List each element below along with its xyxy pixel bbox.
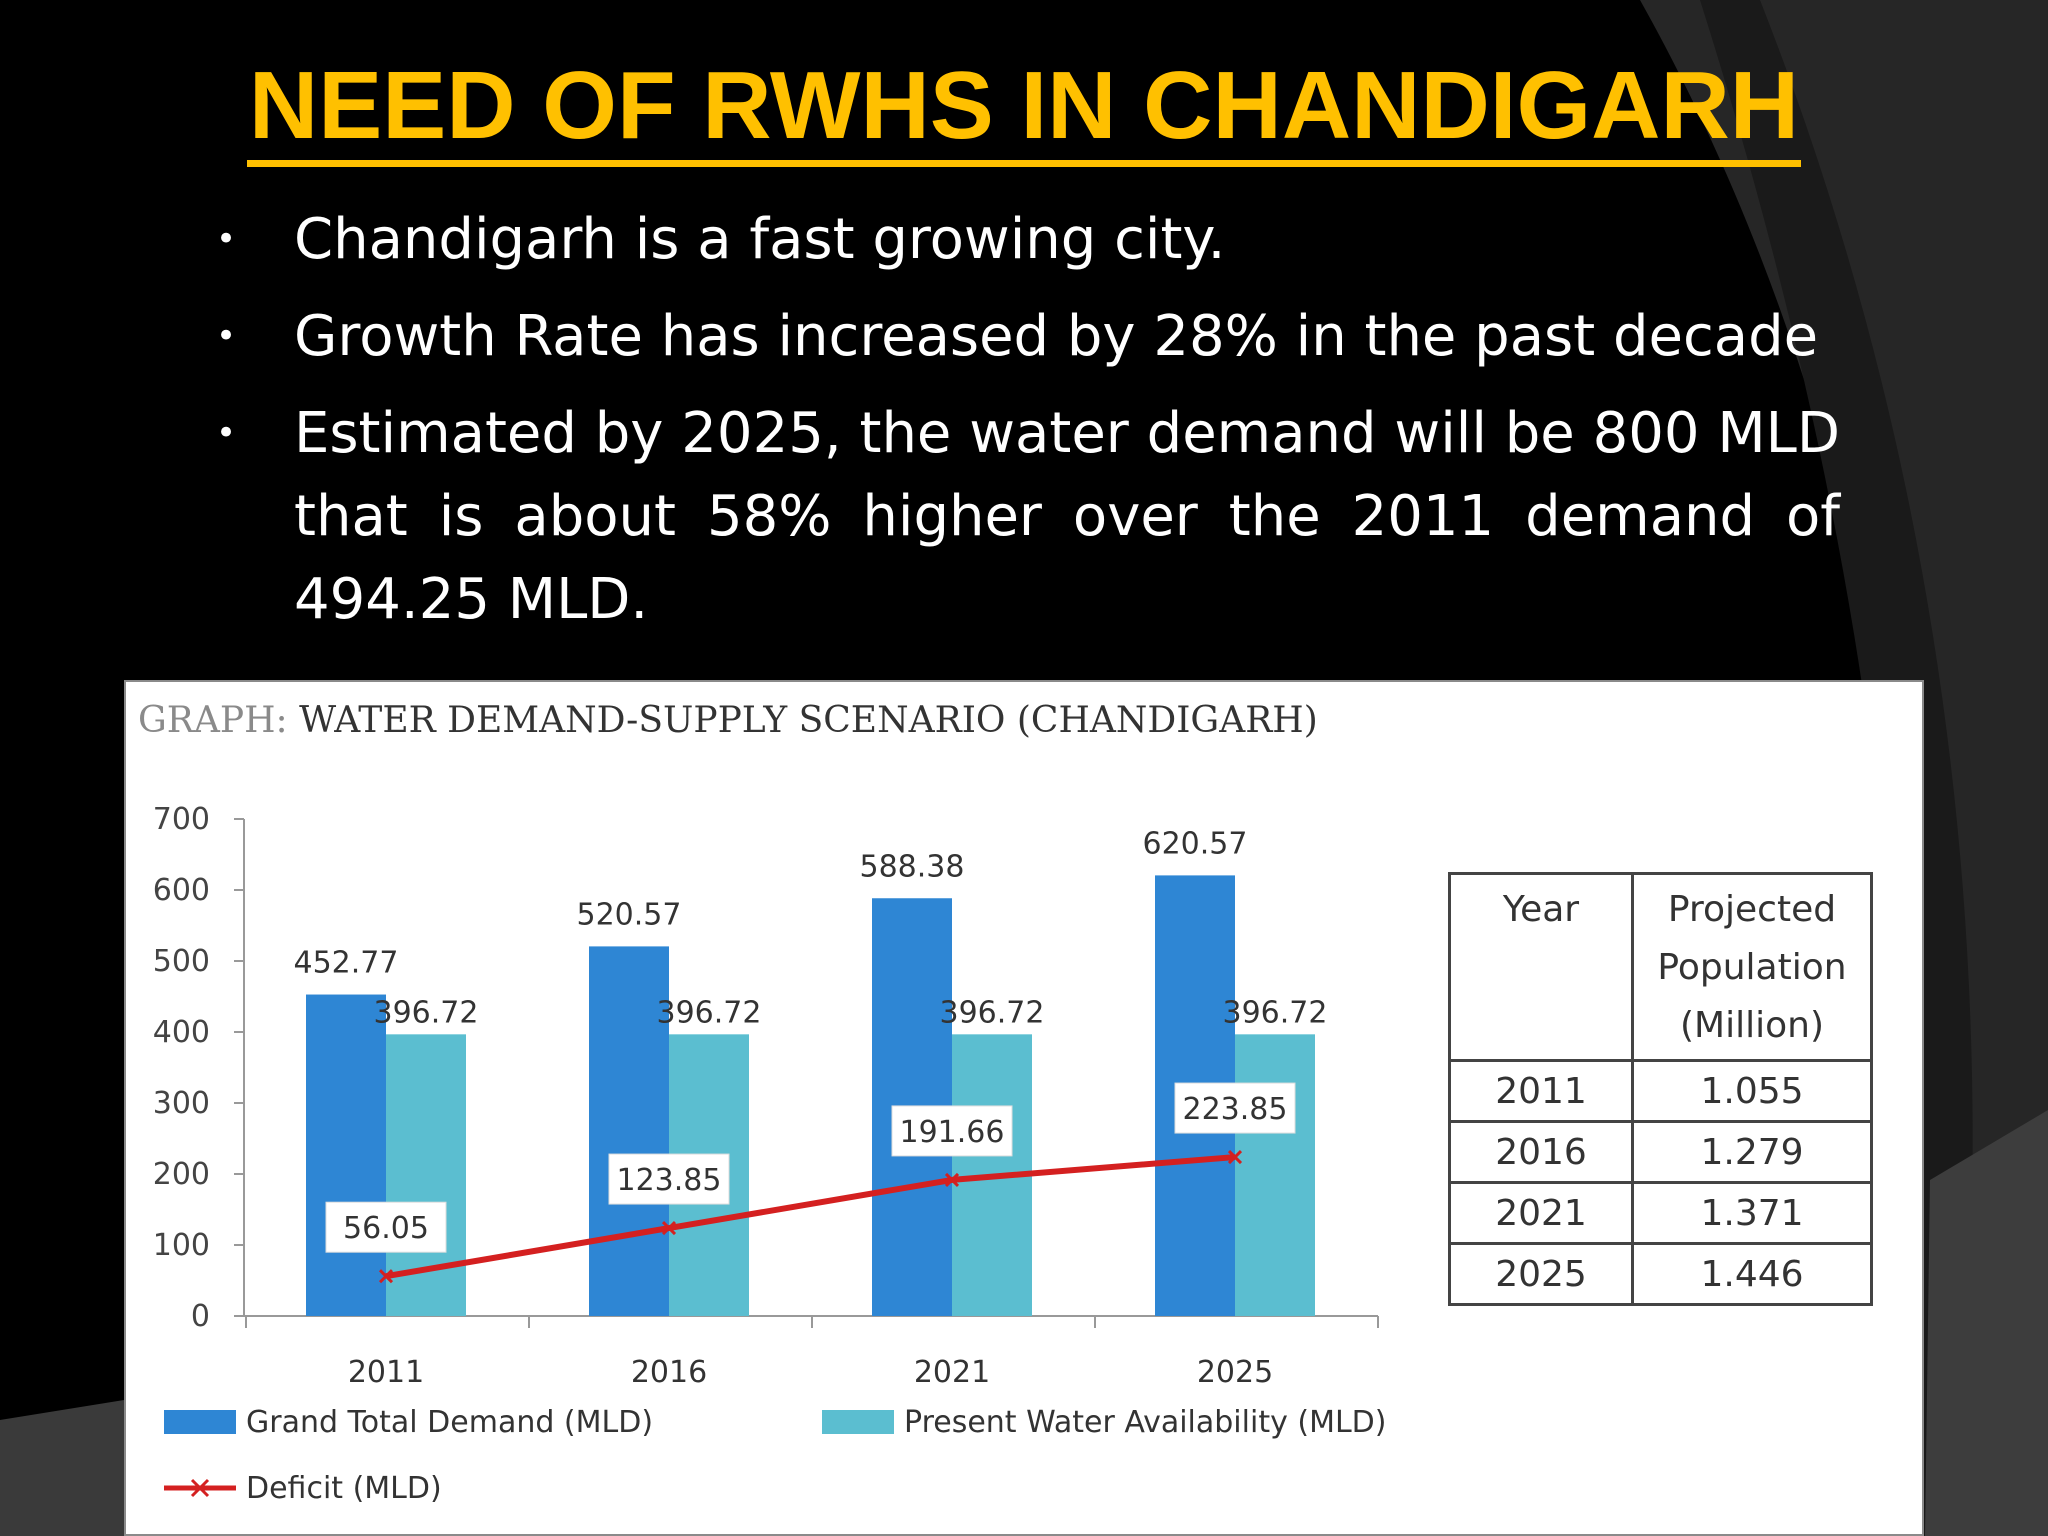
x-tick-label: 2016 [631,1355,707,1390]
y-tick-label: 700 [153,802,210,837]
table-header-row: Year Projected Population (Million) [1448,872,1873,1062]
bar-availability-label: 396.72 [374,995,479,1030]
x-tick-label: 2011 [348,1355,424,1390]
y-tick-label: 500 [153,944,210,979]
deficit-label: 123.85 [617,1163,722,1198]
y-tick-label: 100 [153,1228,210,1263]
legend-swatch-availability [822,1410,894,1434]
legend-label-availability: Present Water Availability (MLD) [904,1405,1386,1440]
y-tick-label: 0 [191,1299,210,1334]
table-row: 2016 1.279 [1448,1120,1873,1184]
x-tick-label: 2025 [1197,1355,1273,1390]
table-row: 2021 1.371 [1448,1181,1873,1245]
y-tick-label: 600 [153,873,210,908]
table-cell: 1.055 [1631,1059,1873,1123]
bar-demand-label: 520.57 [577,897,682,932]
bullet-list: Chandigarh is a fast growing city. Growt… [210,198,1840,655]
bar-availability-label: 396.72 [657,995,762,1030]
bar-demand-label: 620.57 [1143,826,1248,861]
table-cell: 1.446 [1631,1242,1873,1306]
bar-availability-label: 396.72 [940,995,1045,1030]
table-cell: 2021 [1448,1181,1634,1245]
y-tick-label: 400 [153,1015,210,1050]
deficit-label: 191.66 [900,1115,1005,1150]
legend-marker-deficit [190,1478,210,1498]
table-cell: 2016 [1448,1120,1634,1184]
bar-demand-label: 588.38 [860,849,965,884]
bar-demand-label: 452.77 [294,946,399,981]
table-row: 2011 1.055 [1448,1059,1873,1123]
deficit-label-box [608,1153,730,1205]
deficit-point [1227,1150,1243,1165]
legend-label-deficit: Deficit (MLD) [246,1471,442,1506]
legend-swatch-demand [164,1410,236,1434]
bullet-item: Growth Rate has increased by 28% in the … [210,295,1840,378]
deficit-label: 223.85 [1183,1092,1288,1127]
table-header-year: Year [1448,872,1634,1062]
bar-availability [1235,1034,1315,1316]
table-cell: 1.371 [1631,1181,1873,1245]
bullet-item: Estimated by 2025, the water demand will… [210,392,1840,641]
deficit-label: 56.05 [343,1211,429,1246]
x-tick-label: 2021 [914,1355,990,1390]
population-table: Year Projected Population (Million) 2011… [1448,872,1873,1306]
deficit-line [385,1154,1236,1280]
table-cell: 1.279 [1631,1120,1873,1184]
deficit-label-box [891,1105,1013,1157]
bar-demand [589,946,669,1316]
table-cell: 2011 [1448,1059,1634,1123]
y-tick-label: 300 [153,1086,210,1121]
deficit-point [378,1269,394,1284]
deficit-label-box [325,1201,447,1253]
chart-svg: GRAPH: WATER DEMAND-SUPPLY SCENARIO (CHA… [138,700,1386,1506]
y-tick-label: 200 [153,1157,210,1192]
bar-availability-label: 396.72 [1223,995,1328,1030]
chart-panel: GRAPH: WATER DEMAND-SUPPLY SCENARIO (CHA… [124,680,1924,1536]
deficit-point [661,1221,677,1236]
deficit-label-box [1174,1082,1296,1134]
bar-demand [306,994,386,1316]
slide-title: NEED OF RWHS IN CHANDIGARH [246,52,1802,167]
chart-title: GRAPH: WATER DEMAND-SUPPLY SCENARIO (CHA… [138,700,1318,741]
slide-title-wrap: NEED OF RWHS IN CHANDIGARH [0,52,2048,167]
table-header-population: Projected Population (Million) [1631,872,1873,1062]
table-cell: 2025 [1448,1242,1634,1306]
table-row: 2025 1.446 [1448,1242,1873,1306]
deficit-point [944,1172,960,1187]
legend-label-demand: Grand Total Demand (MLD) [246,1405,653,1440]
bullet-item: Chandigarh is a fast growing city. [210,198,1840,281]
